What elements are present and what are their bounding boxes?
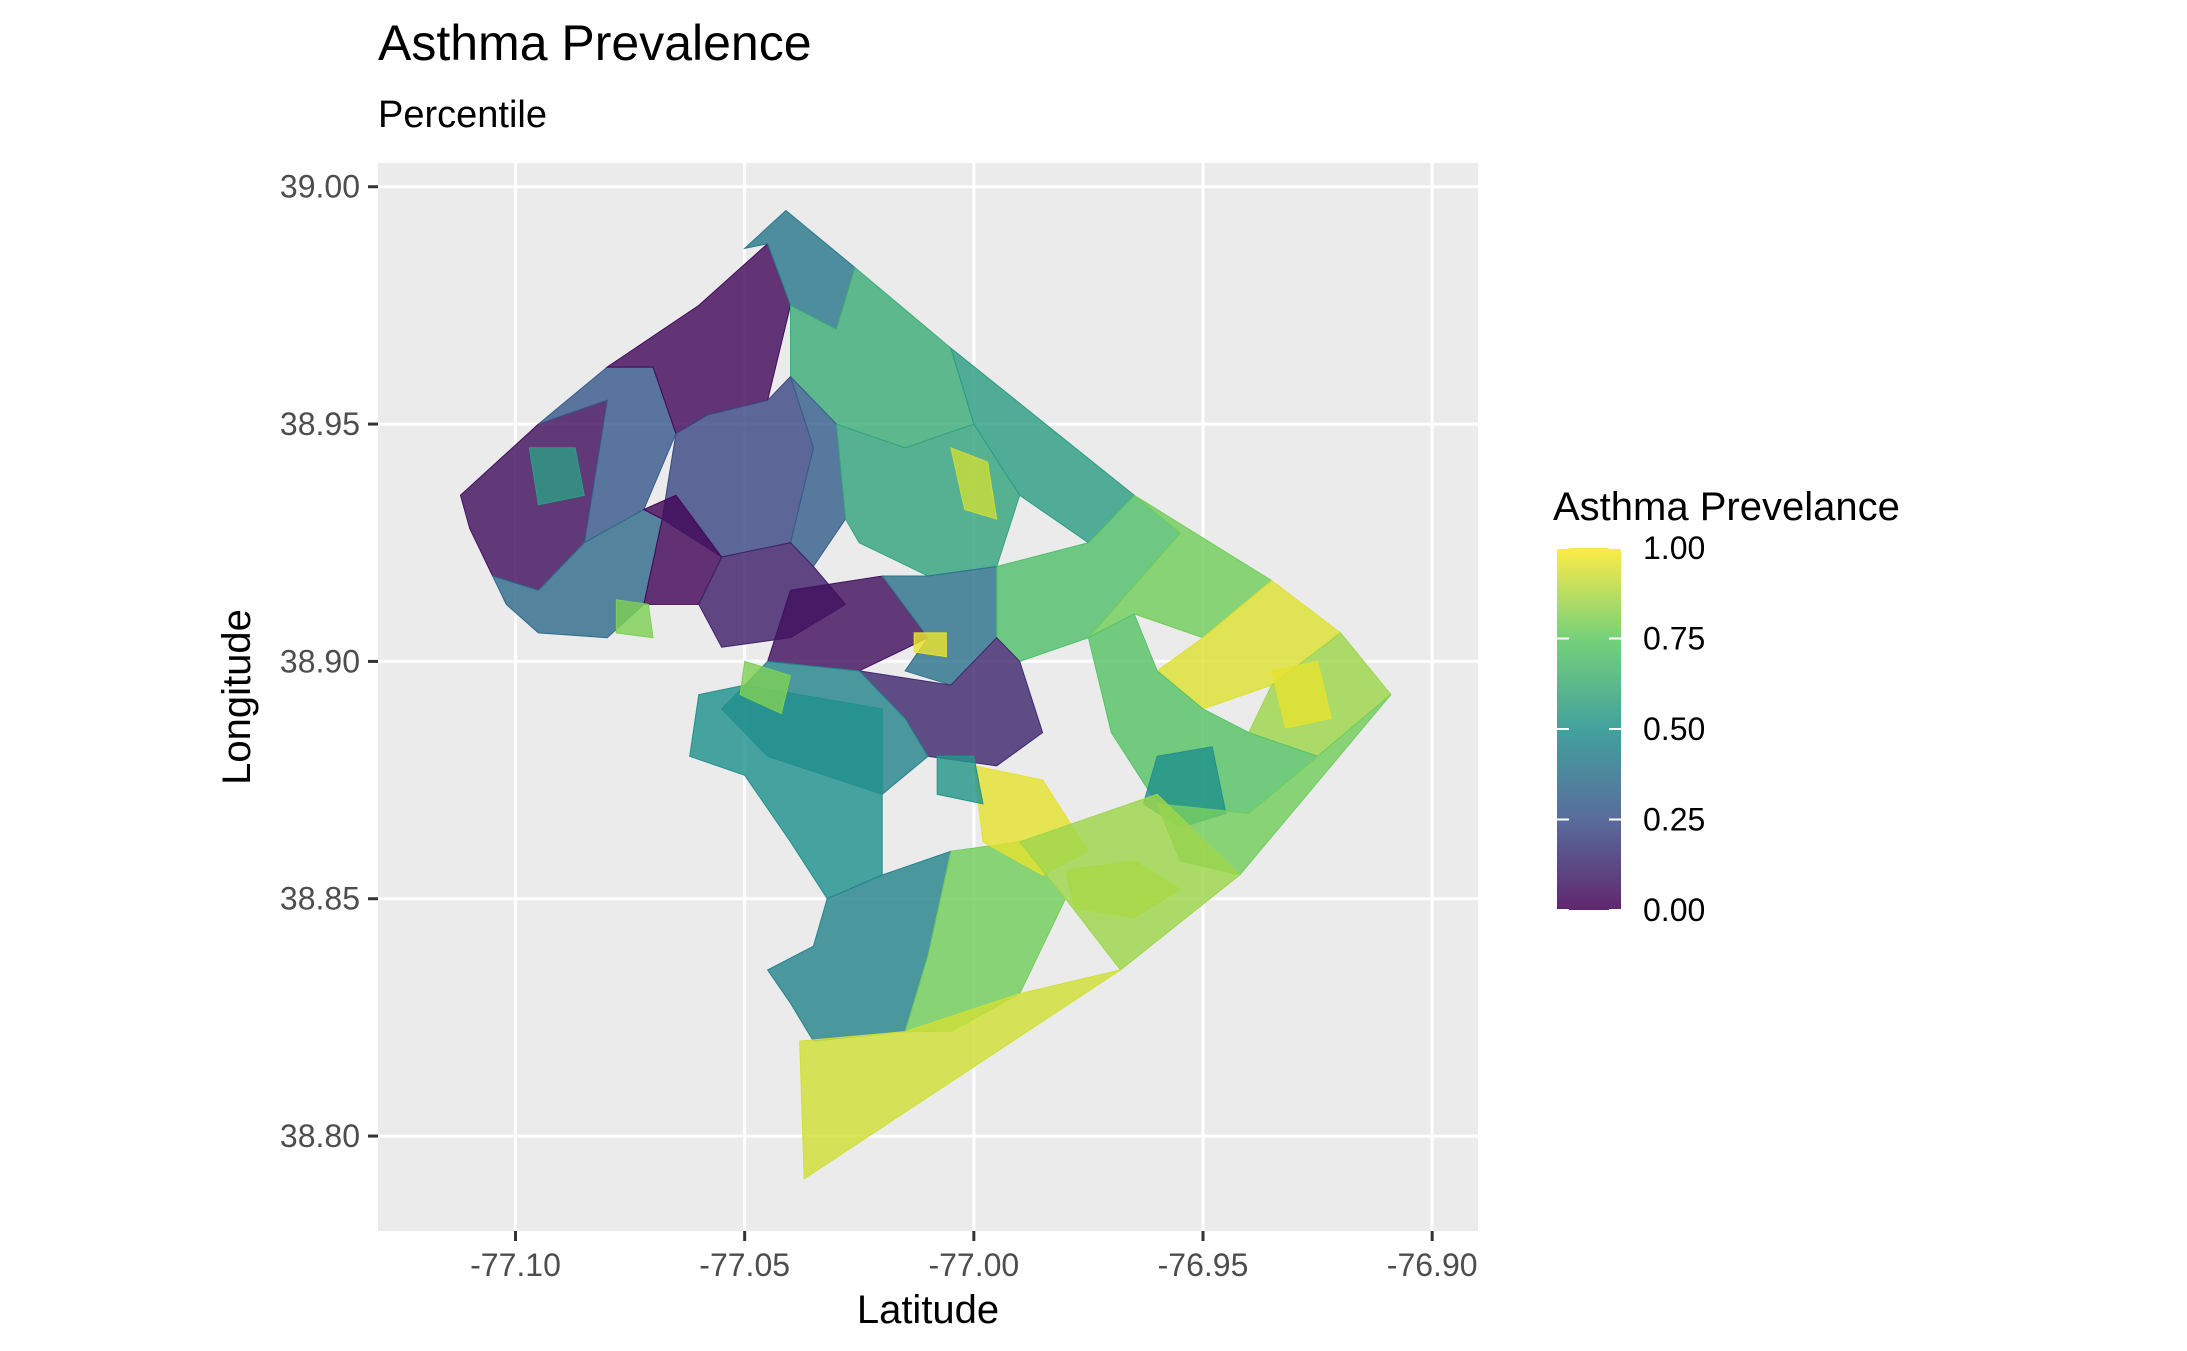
- x-tick-label: -76.95: [1158, 1247, 1249, 1283]
- legend-label: 0.00: [1643, 892, 1705, 928]
- region-south-tip-yellow: [799, 969, 1121, 1180]
- legend-ticks: 1.00 0.75 0.50 0.25 0.00: [1557, 530, 1705, 928]
- region-yellow-east-tip: [1271, 660, 1332, 729]
- region-downtown-dark: [766, 575, 929, 672]
- region-east-lower: [1087, 613, 1319, 814]
- y-tick-label: 38.90: [280, 643, 360, 679]
- y-axis-title: Longitude: [215, 609, 259, 785]
- chart-subtitle: Percentile: [378, 94, 547, 136]
- region-east-river-teal-small: [936, 755, 984, 805]
- region-teal-west-patch: [528, 447, 585, 506]
- y-tick-label: 38.95: [280, 406, 360, 442]
- x-axis-title: Latitude: [857, 1288, 999, 1332]
- y-tick-label: 38.85: [280, 881, 360, 917]
- x-tick-label: -77.05: [699, 1247, 790, 1283]
- map-regions: [459, 209, 1392, 1180]
- x-tick-label: -77.00: [928, 1247, 1019, 1283]
- legend-label: 0.25: [1643, 802, 1705, 838]
- legend-title: Asthma Prevelance: [1553, 485, 1900, 529]
- legend: Asthma Prevelance 1.00 0.75 0.50 0.25 0.00: [1553, 485, 1900, 928]
- chart-title: Asthma Prevalence: [378, 15, 812, 71]
- region-green-small-center: [739, 660, 792, 715]
- legend-label: 1.00: [1643, 530, 1705, 566]
- y-tick-label: 39.00: [280, 169, 360, 205]
- legend-label: 0.50: [1643, 711, 1705, 747]
- y-tick-label: 38.80: [280, 1118, 360, 1154]
- region-yellow-small-center: [913, 632, 947, 658]
- x-tick-label: -76.90: [1387, 1247, 1478, 1283]
- legend-label: 0.75: [1643, 621, 1705, 657]
- region-green-west-patch: [615, 599, 654, 639]
- region-yellow-small-north: [950, 446, 998, 520]
- x-tick-label: -77.10: [470, 1247, 561, 1283]
- region-south-lower-green: [1018, 793, 1241, 971]
- axis-ticks: -77.10 -77.05 -77.00 -76.95 -76.90 39.00 38.95…: [280, 169, 1478, 1283]
- region-northeast-right: [949, 346, 1135, 544]
